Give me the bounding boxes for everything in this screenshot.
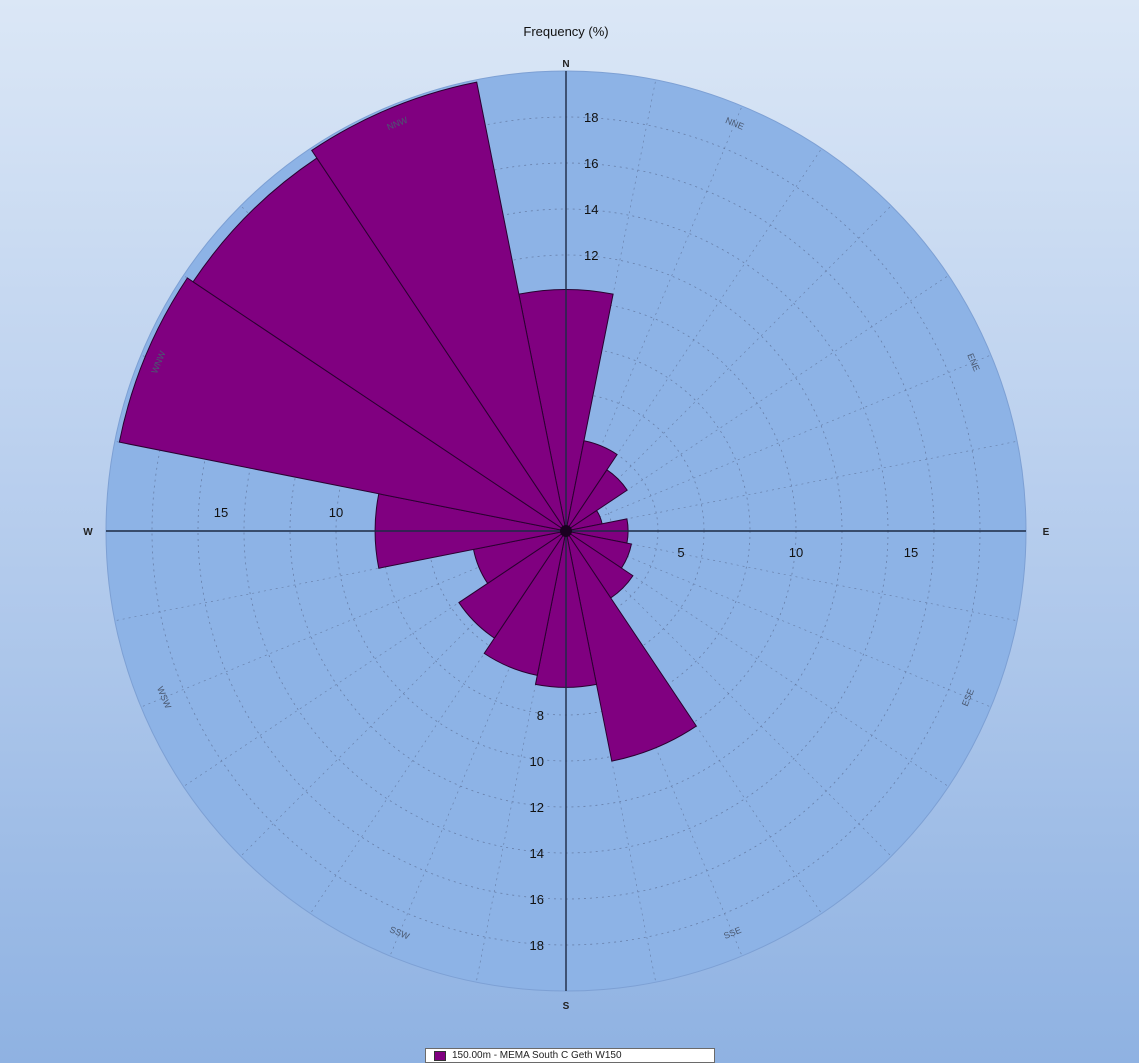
frequency-bars [118,81,698,762]
bar-nnw [311,81,567,532]
tick-label: 5 [677,545,684,560]
bar-wnw [118,277,567,532]
grid-spoke [565,530,892,857]
cardinal-label-w: W [83,527,93,538]
tick-label: 14 [584,202,598,217]
tick-label: 12 [530,800,544,815]
bar-sw [458,530,567,639]
cardinal-label-s: S [563,1001,570,1012]
tick-label: 14 [530,846,544,861]
tick-label: 8 [537,708,544,723]
grid-spoke [114,530,567,622]
bar-ssw [483,530,567,676]
center-hub [560,525,572,537]
tick-label: 18 [584,110,598,125]
tick-label: 12 [584,248,598,263]
tick-label: 10 [329,505,343,520]
grid-spoke [240,530,567,857]
grid-spoke [565,530,992,708]
tick-label: 16 [530,892,544,907]
legend-swatch [434,1050,446,1061]
bar-nne [565,440,618,532]
cardinal-label-n: N [562,59,569,70]
polar-axes [106,71,1026,991]
bar-ne [565,469,628,532]
legend-entry-label: 150.00m - MEMA South C Geth W150 [452,1050,622,1061]
tick-label: 16 [584,156,598,171]
tick-label: 15 [904,545,918,560]
grid-spoke [389,530,567,957]
chart-legend: 150.00m - MEMA South C Geth W150 [425,1048,715,1063]
grid-spoke [565,205,892,532]
tick-label: 10 [530,754,544,769]
tick-label: 18 [530,938,544,953]
chart-title: Frequency (%) [523,24,608,39]
cardinal-label-e: E [1043,527,1050,538]
grid-spoke [475,530,567,983]
tick-label: 10 [789,545,803,560]
grid-spoke [565,530,1018,622]
bar-sse [565,530,698,762]
grid-spoke [565,354,992,532]
tick-label: 15 [214,505,228,520]
bar-nw [192,157,567,532]
